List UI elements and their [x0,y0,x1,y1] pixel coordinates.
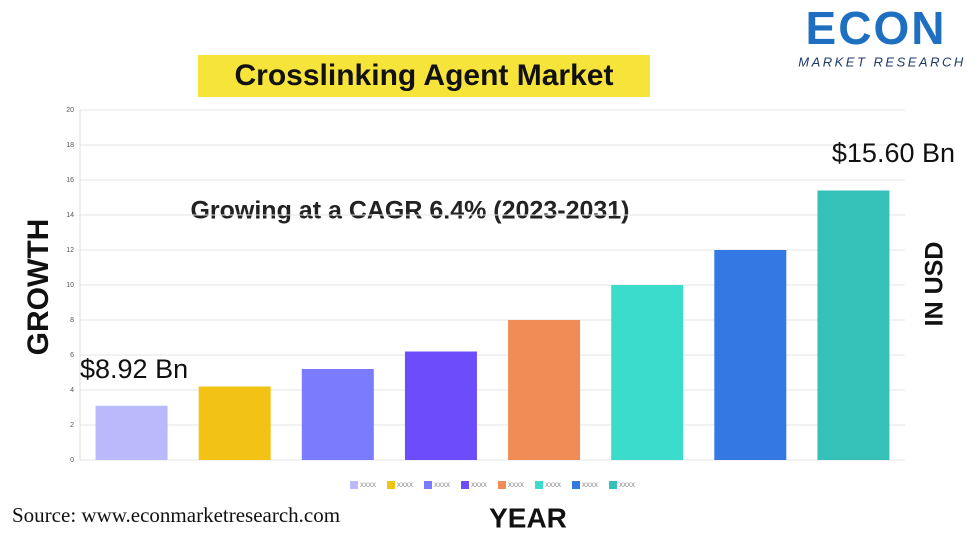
y-tick-label: 12 [66,247,74,254]
legend-swatch [609,481,617,489]
legend-swatch [461,481,469,489]
bar [817,190,890,460]
legend-swatch [387,481,395,489]
legend-label: XXXX [360,483,376,489]
bar [198,386,271,460]
legend-swatch [350,481,358,489]
legend-label: XXXX [619,483,635,489]
y-axis-label: GROWTH [22,219,55,356]
y-tick-label: 8 [70,317,74,324]
legend-swatch [535,481,543,489]
bar [508,320,581,460]
y-tick-label: 14 [66,212,74,219]
title-highlight [198,55,650,97]
y-axis-label-right: IN USD [921,242,949,327]
bar [714,250,787,460]
logo-tagline: MARKET RESEARCH [798,54,966,69]
legend-label: XXXX [545,483,561,489]
y-tick-label: 10 [66,282,74,289]
annotation: $8.92 Bn [80,354,188,384]
y-tick-label: 18 [66,142,74,149]
y-tick-label: 6 [70,352,74,359]
bar [95,405,168,460]
source: Source: www.econmarketresearch.com [12,503,340,527]
x-axis-label: YEAR [489,502,567,533]
y-tick-label: 4 [70,387,74,394]
legend-swatch [572,481,580,489]
legend-swatch [424,481,432,489]
legend-label: XXXX [471,483,487,489]
legend-label: XXXX [434,483,450,489]
subtitle: Growing at a CAGR 6.4% (2023-2031) [190,197,629,225]
y-tick-label: 20 [66,107,74,114]
y-tick-label: 0 [70,457,74,464]
bar [301,369,374,460]
legend-label: XXXX [397,483,413,489]
legend-label: XXXX [508,483,524,489]
y-tick-label: 2 [70,422,74,429]
y-tick-label: 16 [66,177,74,184]
legend-swatch [498,481,506,489]
bar [611,285,684,460]
bar [404,351,477,460]
chart-title: Crosslinking Agent Market [235,59,614,92]
annotation: $15.60 Bn [832,138,955,168]
legend-label: XXXX [582,483,598,489]
logo-name: ECON [806,2,947,54]
